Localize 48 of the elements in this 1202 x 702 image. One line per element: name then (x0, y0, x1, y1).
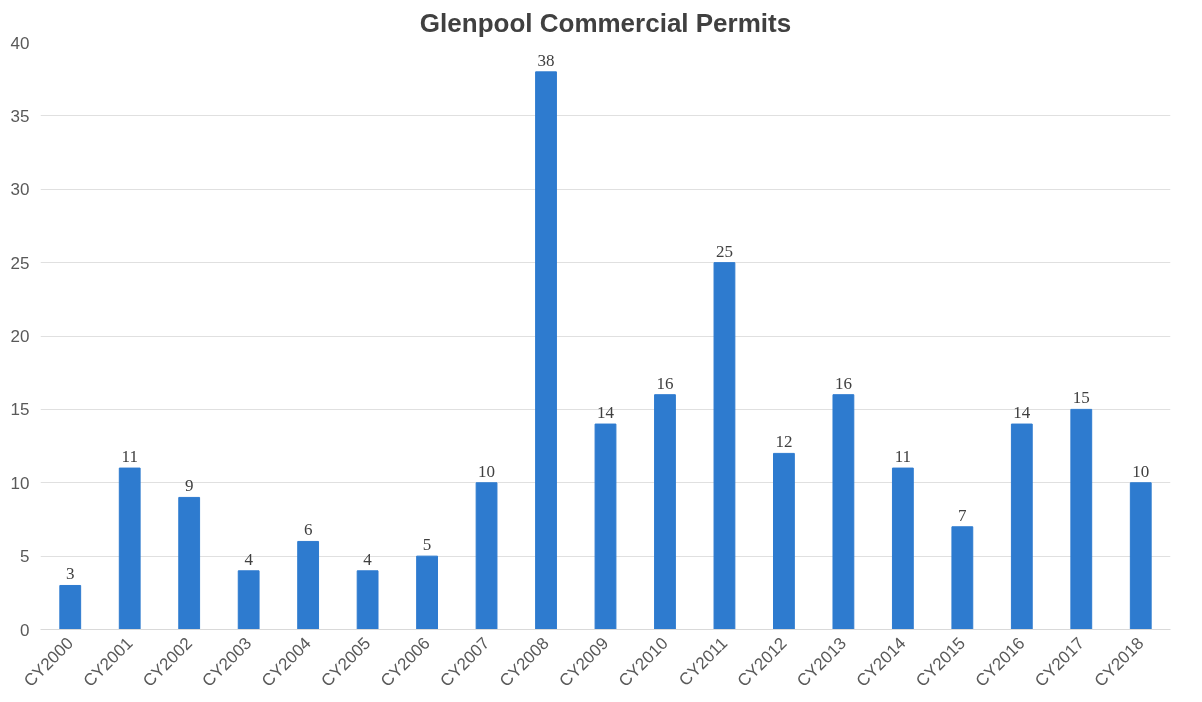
bar (832, 394, 855, 630)
bar (356, 570, 379, 630)
y-tick-label: 5 (20, 547, 30, 567)
bar (654, 394, 676, 630)
data-label: 10 (478, 461, 496, 481)
bar (1129, 482, 1152, 630)
bar (951, 526, 974, 630)
data-label: 9 (184, 476, 194, 496)
bar (59, 584, 82, 630)
bar (475, 482, 498, 630)
data-label: 6 (303, 520, 313, 540)
data-label: 7 (958, 505, 968, 525)
data-label: 14 (597, 403, 615, 423)
bar (1070, 408, 1093, 630)
data-label: 5 (422, 535, 432, 555)
bar (891, 467, 914, 630)
y-tick-label: 15 (10, 400, 30, 420)
data-label: 25 (715, 241, 733, 261)
y-tick-label: 0 (20, 620, 30, 640)
data-label: 12 (775, 432, 793, 452)
bar (297, 540, 320, 630)
bar (713, 262, 736, 630)
data-label: 14 (1013, 403, 1031, 423)
chart-title: Glenpool Commercial Permits (419, 7, 792, 38)
bar (178, 496, 201, 630)
data-label: 3 (65, 564, 75, 584)
data-label: 4 (363, 549, 373, 569)
y-tick-label: 10 (10, 473, 30, 493)
data-label: 4 (244, 549, 254, 569)
bar (237, 570, 260, 630)
y-tick-label: 20 (10, 327, 30, 346)
data-label: 11 (894, 447, 912, 467)
bar (535, 71, 557, 630)
bar (773, 452, 795, 630)
bar (594, 423, 617, 630)
data-label: 38 (537, 50, 555, 70)
y-tick-label: 35 (10, 106, 30, 126)
bar (118, 467, 141, 630)
data-label: 10 (1132, 461, 1150, 481)
data-label: 11 (121, 447, 138, 467)
y-tick-label: 30 (10, 180, 30, 200)
y-tick-label: 40 (10, 33, 30, 53)
data-label: 16 (834, 373, 852, 393)
bar (1010, 423, 1033, 630)
data-label: 15 (1072, 388, 1090, 408)
y-tick-label: 25 (10, 253, 30, 273)
bar (416, 555, 438, 630)
data-label: 16 (656, 373, 674, 393)
